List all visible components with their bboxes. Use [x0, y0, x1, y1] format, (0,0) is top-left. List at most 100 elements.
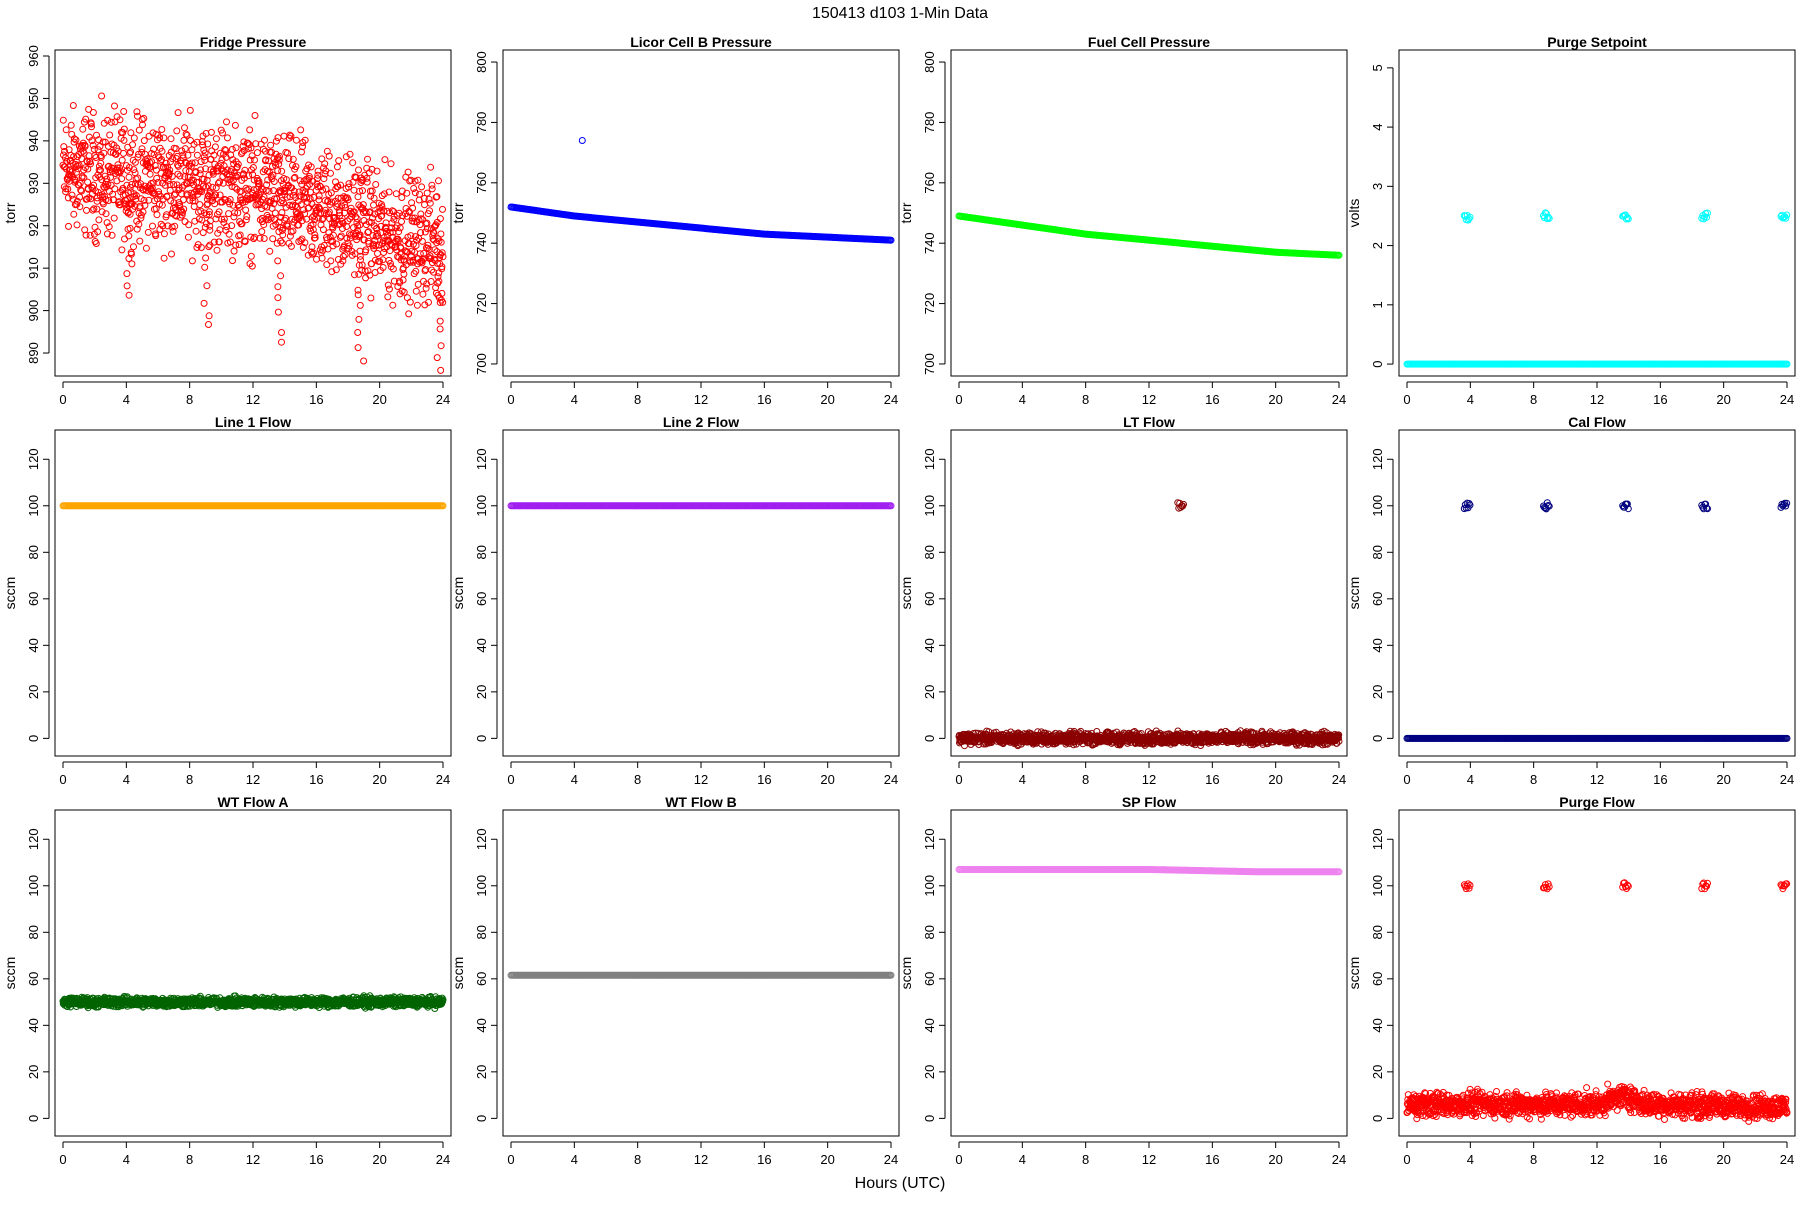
data-point: [233, 145, 239, 151]
data-point: [186, 222, 192, 228]
data-point: [413, 288, 419, 294]
x-tick-label: 4: [1019, 772, 1026, 787]
data-point: [122, 236, 128, 242]
data-point: [386, 286, 392, 292]
y-axis-label: sccm: [450, 577, 466, 610]
data-point: [381, 250, 387, 256]
data-point: [107, 132, 113, 138]
data-point: [278, 273, 284, 279]
data-point: [70, 103, 76, 109]
x-tick-label: 20: [1716, 392, 1730, 407]
x-tick-label: 20: [1268, 392, 1282, 407]
plot-frame: [1399, 50, 1795, 376]
y-tick-label: 2: [1370, 242, 1385, 249]
x-tick-label: 20: [820, 772, 834, 787]
y-tick-label: 800: [474, 51, 489, 73]
data-points: [508, 503, 894, 509]
data-point: [121, 150, 127, 156]
data-point: [390, 302, 396, 308]
data-point: [252, 113, 258, 119]
y-tick-label: 5: [1370, 64, 1385, 71]
data-points: [508, 138, 894, 244]
data-point: [206, 313, 212, 319]
data-point: [434, 355, 440, 361]
x-tick-label: 20: [1268, 772, 1282, 787]
data-point: [436, 178, 442, 184]
data-point: [405, 169, 411, 175]
data-point: [213, 136, 219, 142]
data-points: [956, 213, 1342, 258]
data-point: [93, 241, 99, 247]
x-tick-label: 4: [123, 392, 130, 407]
panel-title: Purge Setpoint: [1547, 34, 1647, 50]
y-tick-label: 100: [474, 495, 489, 517]
x-tick-label: 24: [884, 392, 898, 407]
x-tick-label: 12: [246, 772, 260, 787]
x-tick-label: 16: [757, 772, 771, 787]
data-point: [201, 300, 207, 306]
data-point: [85, 179, 91, 185]
data-point: [324, 262, 330, 268]
data-point: [131, 135, 137, 141]
data-point: [127, 225, 133, 231]
data-point: [146, 133, 152, 139]
y-tick-label: 80: [26, 545, 41, 559]
x-tick-label: 16: [1205, 392, 1219, 407]
x-tick-label: 12: [1590, 392, 1604, 407]
y-tick-label: 100: [922, 495, 937, 517]
data-point: [424, 190, 430, 196]
data-point: [204, 283, 210, 289]
y-tick-label: 0: [474, 735, 489, 742]
data-point: [185, 234, 191, 240]
y-axis-label: sccm: [898, 577, 914, 610]
data-point: [262, 137, 268, 143]
data-point: [74, 169, 80, 175]
x-tick-label: 0: [955, 392, 962, 407]
x-tick-label: 16: [757, 392, 771, 407]
data-point: [279, 168, 285, 174]
data-point: [175, 110, 181, 116]
y-tick-label: 40: [474, 638, 489, 652]
data-point: [197, 202, 203, 208]
outlier-point: [579, 138, 585, 144]
y-tick-label: 60: [26, 592, 41, 606]
panel-title: Fridge Pressure: [200, 34, 307, 50]
data-point: [414, 302, 420, 308]
x-tick-label: 0: [59, 392, 66, 407]
data-point: [182, 219, 188, 225]
y-tick-label: 80: [474, 545, 489, 559]
data-point: [320, 227, 326, 233]
data-point: [356, 167, 362, 173]
data-point: [168, 136, 174, 142]
data-point: [340, 253, 346, 259]
data-point: [143, 245, 149, 251]
x-tick-label: 12: [694, 392, 708, 407]
data-point: [71, 211, 77, 217]
y-tick-label: 900: [26, 300, 41, 322]
data-point: [119, 157, 125, 163]
data-point: [275, 284, 281, 290]
data-point: [188, 138, 194, 144]
y-tick-label: 20: [922, 685, 937, 699]
data-point: [231, 248, 237, 254]
data-point: [399, 195, 405, 201]
data-point: [96, 217, 102, 223]
data-point: [225, 135, 231, 141]
x-tick-label: 4: [123, 772, 130, 787]
data-point: [356, 271, 362, 277]
data-point: [375, 251, 381, 257]
data-point: [267, 248, 273, 254]
data-point: [259, 229, 265, 235]
data-point: [139, 146, 145, 152]
data-point: [385, 282, 391, 288]
data-point: [429, 186, 435, 192]
data-point: [407, 299, 413, 305]
data-point: [206, 322, 212, 328]
plot-frame: [55, 50, 451, 376]
x-tick-label: 8: [634, 772, 641, 787]
y-tick-label: 760: [474, 172, 489, 194]
